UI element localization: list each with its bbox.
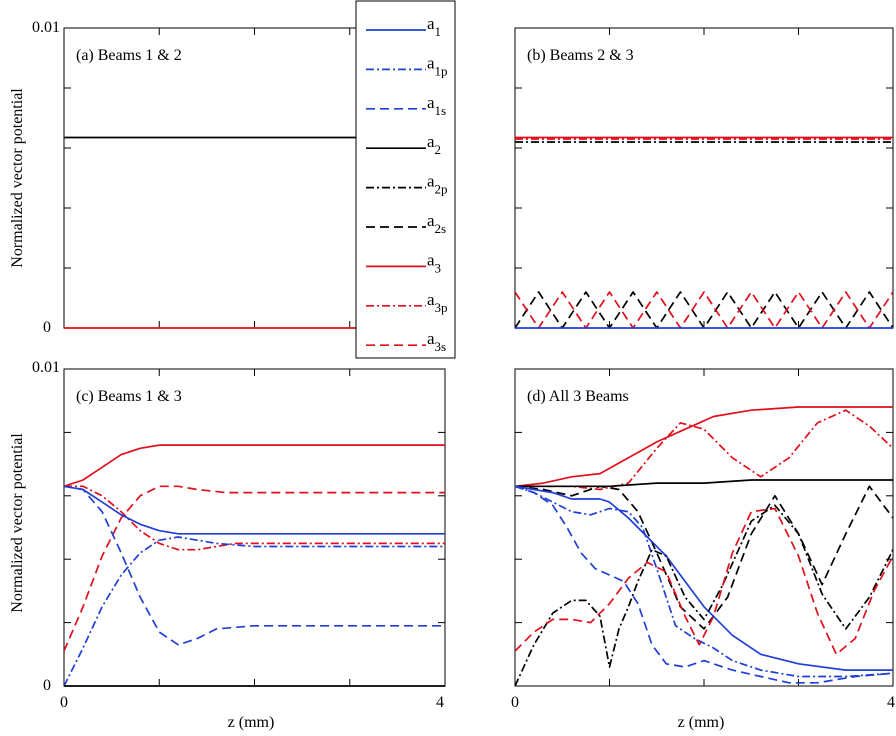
series-a3p-line [515,409,893,491]
panel-c-series [64,444,445,687]
legend-item: a1 [366,14,441,39]
series-a3-line [515,406,893,488]
tick-label-x-d-min: 0 [511,694,519,711]
panel-c-frame [63,368,446,687]
panel-d-frame [514,368,894,687]
legend-label: a3s [427,329,446,354]
tick-label-y-top-max: 0.01 [32,19,60,36]
panel-d-series [515,406,893,687]
tick-label-x-d-max: 4 [887,694,895,711]
series-a1-line [64,485,445,535]
legend-item: a2p [366,172,448,197]
panel-c-title: (c) Beams 1 & 3 [76,388,182,405]
series-a1p-line [515,485,893,678]
tick-label-y-bottom-max: 0.01 [32,359,60,376]
legend: a1 a1p a1s a2 a2p a2s a3 a3p a3s [355,0,456,359]
legend-item: a1p [366,53,448,78]
legend-label: a2s [427,211,446,236]
panel-b-frame [514,27,894,329]
series-a1s-line [515,485,893,684]
panel-c: (c) Beams 1 & 3 [63,368,446,687]
tick-label-x-c-max: 4 [436,694,444,711]
panel-d: (d) All 3 Beams [514,368,894,687]
series-a2p-line [515,504,893,687]
series-a3-line [64,444,445,488]
legend-box [355,0,456,359]
tick-label-y-top-min: 0 [43,319,51,336]
tick-label-y-bottom-min: 0 [43,677,51,694]
series-a1-line [515,485,893,671]
legend-item: a1s [366,93,446,118]
x-axis-label-d: z (mm) [678,714,725,731]
legend-label: a2 [427,132,441,157]
panel-a-series [64,136,356,329]
legend-item: a2 [366,132,441,157]
legend-label: a1p [427,53,448,78]
legend-item: a3s [366,329,446,354]
tick-label-x-c-min: 0 [60,694,68,711]
x-axis-label-c: z (mm) [228,714,275,731]
legend-label: a2p [427,172,448,197]
legend-label: a3 [427,250,441,275]
panel-b-title: (b) Beams 2 & 3 [527,47,634,64]
series-a3p-line [64,485,445,551]
panel-b: (b) Beams 2 & 3 [514,27,894,329]
panel-b-series [515,136,893,329]
series-a1s-line [64,485,445,646]
series-a3s-line [515,291,893,329]
legend-label: a1 [427,14,441,39]
panel-a-title: (a) Beams 1 & 2 [76,47,182,64]
panel-d-title: (d) All 3 Beams [527,388,629,405]
legend-label: a3p [427,290,448,315]
series-a3s-line [515,507,893,656]
legend-item: a2s [366,211,446,236]
legend-label: a1s [427,93,446,118]
series-a1p-line [64,536,445,687]
legend-item: a3 [366,250,441,275]
y-axis-label-top: Normalized vector potential [9,88,26,268]
y-axis-label-bottom: Normalized vector potential [9,433,26,613]
series-a2-line [515,479,893,488]
series-a2s-line [515,485,893,630]
panels: (a) Beams 1 & 2 (b) Beams 2 & 3 (c) Beams … [63,27,894,687]
panel-a: (a) Beams 1 & 2 [63,27,446,329]
legend-item: a3p [366,290,448,315]
